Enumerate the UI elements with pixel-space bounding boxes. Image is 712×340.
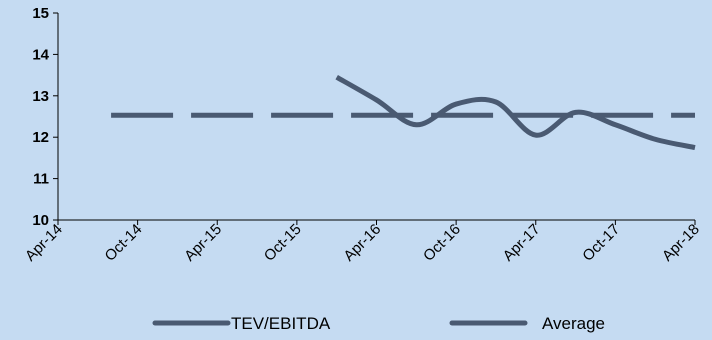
legend-label: TEV/EBITDA [231, 314, 331, 333]
legend-item-tev-ebitda: TEV/EBITDA [152, 314, 331, 333]
x-tick-label: Apr-16 [340, 221, 384, 265]
y-tick-label: 11 [33, 171, 49, 188]
x-tick-label: Apr-15 [181, 221, 225, 265]
legend-item-average: Average [449, 314, 605, 333]
x-tick-label: Apr-17 [500, 221, 544, 265]
series-line-tev-ebitda [335, 74, 696, 151]
x-tick-label: Oct-15 [261, 221, 305, 265]
x-tick-label: Oct-16 [420, 221, 464, 265]
x-tick-label: Apr-18 [659, 221, 703, 265]
plot-area [111, 74, 696, 151]
y-tick-label: 15 [32, 5, 49, 22]
legend: TEV/EBITDA Average [152, 314, 605, 333]
y-tick-label: 10 [32, 212, 49, 229]
y-tick-label: 12 [32, 129, 49, 146]
legend-label: Average [542, 314, 605, 333]
y-tick-label: 14 [32, 46, 49, 63]
x-tick-label: Oct-14 [102, 221, 146, 265]
x-tick-label: Oct-17 [579, 221, 623, 265]
y-tick-label: 13 [32, 88, 49, 105]
